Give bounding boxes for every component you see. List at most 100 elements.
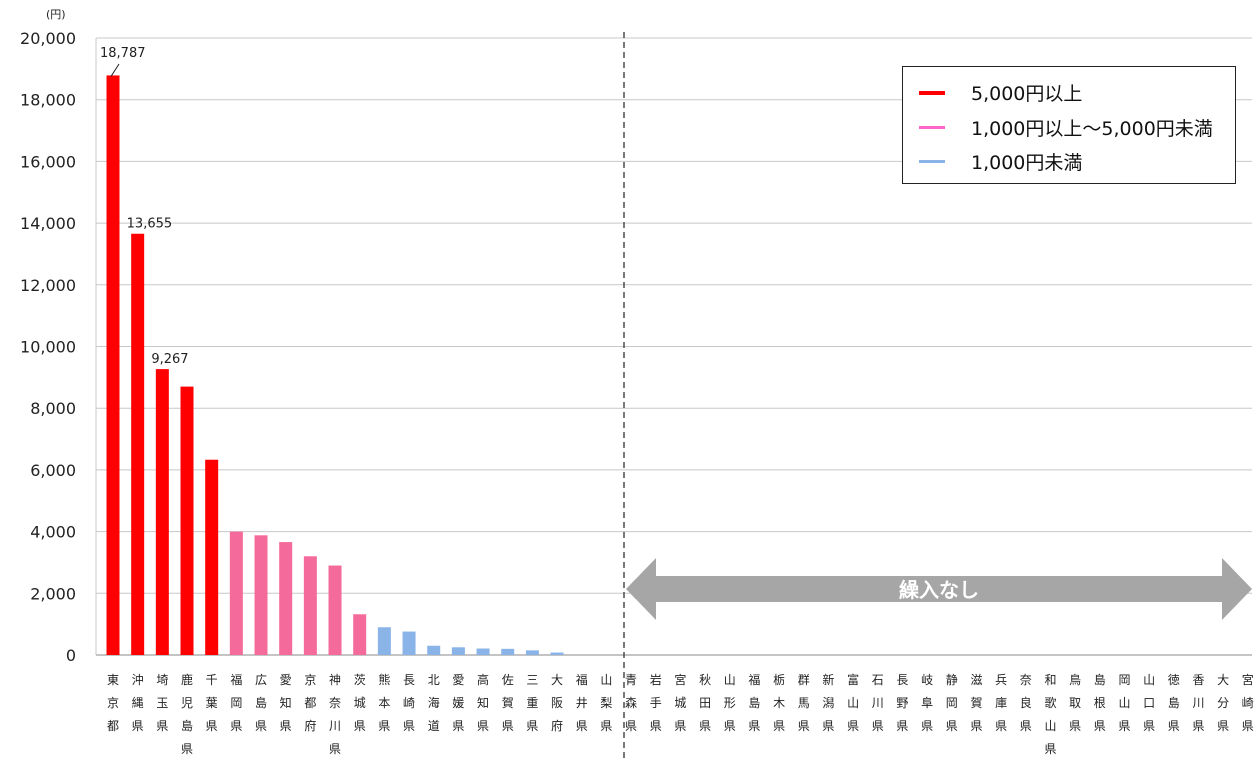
x-tick-label: 山 — [724, 673, 736, 687]
x-tick-label: 石 — [872, 673, 884, 687]
x-tick-label: 県 — [600, 719, 612, 733]
x-tick-label: 県 — [181, 742, 193, 756]
x-tick-label: 青 — [625, 673, 637, 687]
bar-佐賀県 — [501, 648, 515, 655]
x-tick-label: 県 — [502, 719, 514, 733]
legend-item-high: 5,000円以上 — [903, 79, 1082, 106]
x-tick-label: 栃 — [773, 673, 785, 687]
y-axis: 20,000 18,000 16,000 14,000 12,000 10,000 8,00… — [20, 29, 76, 665]
x-tick-label: 井 — [576, 696, 588, 710]
x-tick-label: 長 — [896, 673, 908, 687]
x-tick-label: 山 — [1143, 673, 1155, 687]
x-tick-label: 香 — [1192, 673, 1204, 687]
x-tick-label: 島 — [748, 695, 760, 710]
x-tick-label: 取 — [1069, 696, 1081, 710]
x-tick-label: 賀 — [970, 696, 982, 710]
x-tick-label: 道 — [428, 719, 440, 733]
x-tick-label: 良 — [1020, 695, 1032, 710]
x-tick-label: 賀 — [502, 696, 514, 710]
x-tick-label: 福 — [748, 672, 760, 687]
x-tick-label: 岩 — [650, 672, 662, 687]
legend-swatch-mid — [919, 126, 945, 129]
data-labels: 18,787 13,655 9,267 — [100, 46, 189, 367]
x-tick-label: 京 — [107, 696, 119, 710]
x-tick-label: 広 — [255, 673, 267, 687]
unit-label: (円) — [46, 8, 66, 21]
legend-label-mid: 1,000円以上～5,000円未満 — [971, 118, 1213, 140]
x-tick-label: 阜 — [921, 696, 933, 710]
x-tick-label: 梨 — [600, 696, 612, 710]
x-tick-label: 葉 — [206, 696, 218, 710]
x-tick-label: 鹿 — [181, 672, 193, 687]
x-tick-label: 県 — [1044, 742, 1056, 756]
x-tick-label: 長 — [403, 673, 415, 687]
x-tick-label: 徳 — [1168, 672, 1180, 687]
x-tick-label: 手 — [650, 696, 662, 710]
bar-三重県 — [525, 650, 539, 655]
x-tick-label: 木 — [773, 696, 785, 710]
x-tick-label: 県 — [280, 719, 292, 733]
legend-swatch-low — [919, 160, 945, 163]
x-tick-label: 岡 — [230, 696, 242, 710]
x-tick-label: 県 — [206, 719, 218, 733]
x-tick-label: 宮 — [1242, 672, 1254, 687]
bar-茨城県 — [353, 614, 367, 655]
y-tick-label: 10,000 — [20, 338, 76, 357]
x-tick-label: 県 — [970, 719, 982, 733]
x-tick-label: 都 — [304, 696, 316, 710]
x-tick-label: 島 — [1168, 695, 1180, 710]
bar-長崎県 — [402, 631, 416, 655]
y-tick-label: 8,000 — [30, 399, 76, 418]
y-tick-label: 20,000 — [20, 29, 76, 48]
x-tick-label: 県 — [1094, 719, 1106, 733]
x-tick-label: 川 — [872, 696, 884, 710]
x-tick-label: 知 — [280, 696, 292, 710]
x-tick-label: 森 — [625, 695, 637, 710]
x-tick-label: 分 — [1217, 696, 1229, 710]
x-tick-label: 県 — [1143, 719, 1155, 733]
x-tick-label: 馬 — [798, 696, 810, 710]
data-label: 18,787 — [100, 46, 146, 61]
x-tick-label: 庫 — [995, 696, 1007, 710]
x-tick-label: 島 — [181, 718, 193, 733]
x-tick-label: 県 — [230, 719, 242, 733]
bar-愛媛県 — [451, 647, 465, 655]
x-tick-label: 兵 — [995, 673, 1007, 687]
no-transfer-annotation: 繰入なし — [626, 558, 1252, 620]
x-tick-label: 大 — [551, 673, 563, 687]
bars — [106, 75, 564, 656]
x-tick-label: 城 — [674, 696, 686, 710]
legend: 5,000円以上 1,000円以上～5,000円未満 1,000円未満 — [902, 66, 1236, 184]
x-tick-label: 崎 — [403, 696, 415, 710]
x-tick-label: 潟 — [822, 696, 834, 710]
x-tick-label: 重 — [526, 696, 538, 710]
x-tick-label: 児 — [181, 696, 193, 710]
x-tick-label: 本 — [378, 696, 390, 710]
x-tick-label: 形 — [724, 696, 736, 710]
x-tick-label: 城 — [354, 696, 366, 710]
x-tick-label: 茨 — [354, 673, 366, 687]
bar-京都府 — [303, 556, 317, 655]
x-tick-label: 奈 — [329, 696, 341, 710]
x-tick-label: 玉 — [156, 696, 168, 710]
x-tick-label: 島 — [255, 695, 267, 710]
x-tick-label: 千 — [206, 673, 218, 687]
x-tick-label: 静 — [946, 673, 958, 687]
legend-label-high: 5,000円以上 — [971, 83, 1083, 105]
y-tick-label: 6,000 — [30, 461, 76, 480]
x-tick-label: 口 — [1143, 696, 1155, 710]
x-tick-label: 県 — [1118, 719, 1130, 733]
x-tick-label: 県 — [872, 719, 884, 733]
x-tick-label: 県 — [674, 719, 686, 733]
bar-埼玉県 — [155, 369, 169, 655]
x-tick-label: 県 — [748, 719, 760, 733]
x-tick-label: 滋 — [970, 673, 982, 687]
x-tick-label: 佐 — [502, 673, 514, 687]
x-tick-label: 奈 — [1020, 673, 1032, 687]
x-tick-label: 川 — [1192, 696, 1204, 710]
x-tick-label: 愛 — [452, 673, 464, 687]
x-tick-label: 和 — [1044, 673, 1056, 687]
x-tick-label: 秋 — [699, 673, 711, 687]
x-tick-label: 媛 — [452, 696, 464, 710]
